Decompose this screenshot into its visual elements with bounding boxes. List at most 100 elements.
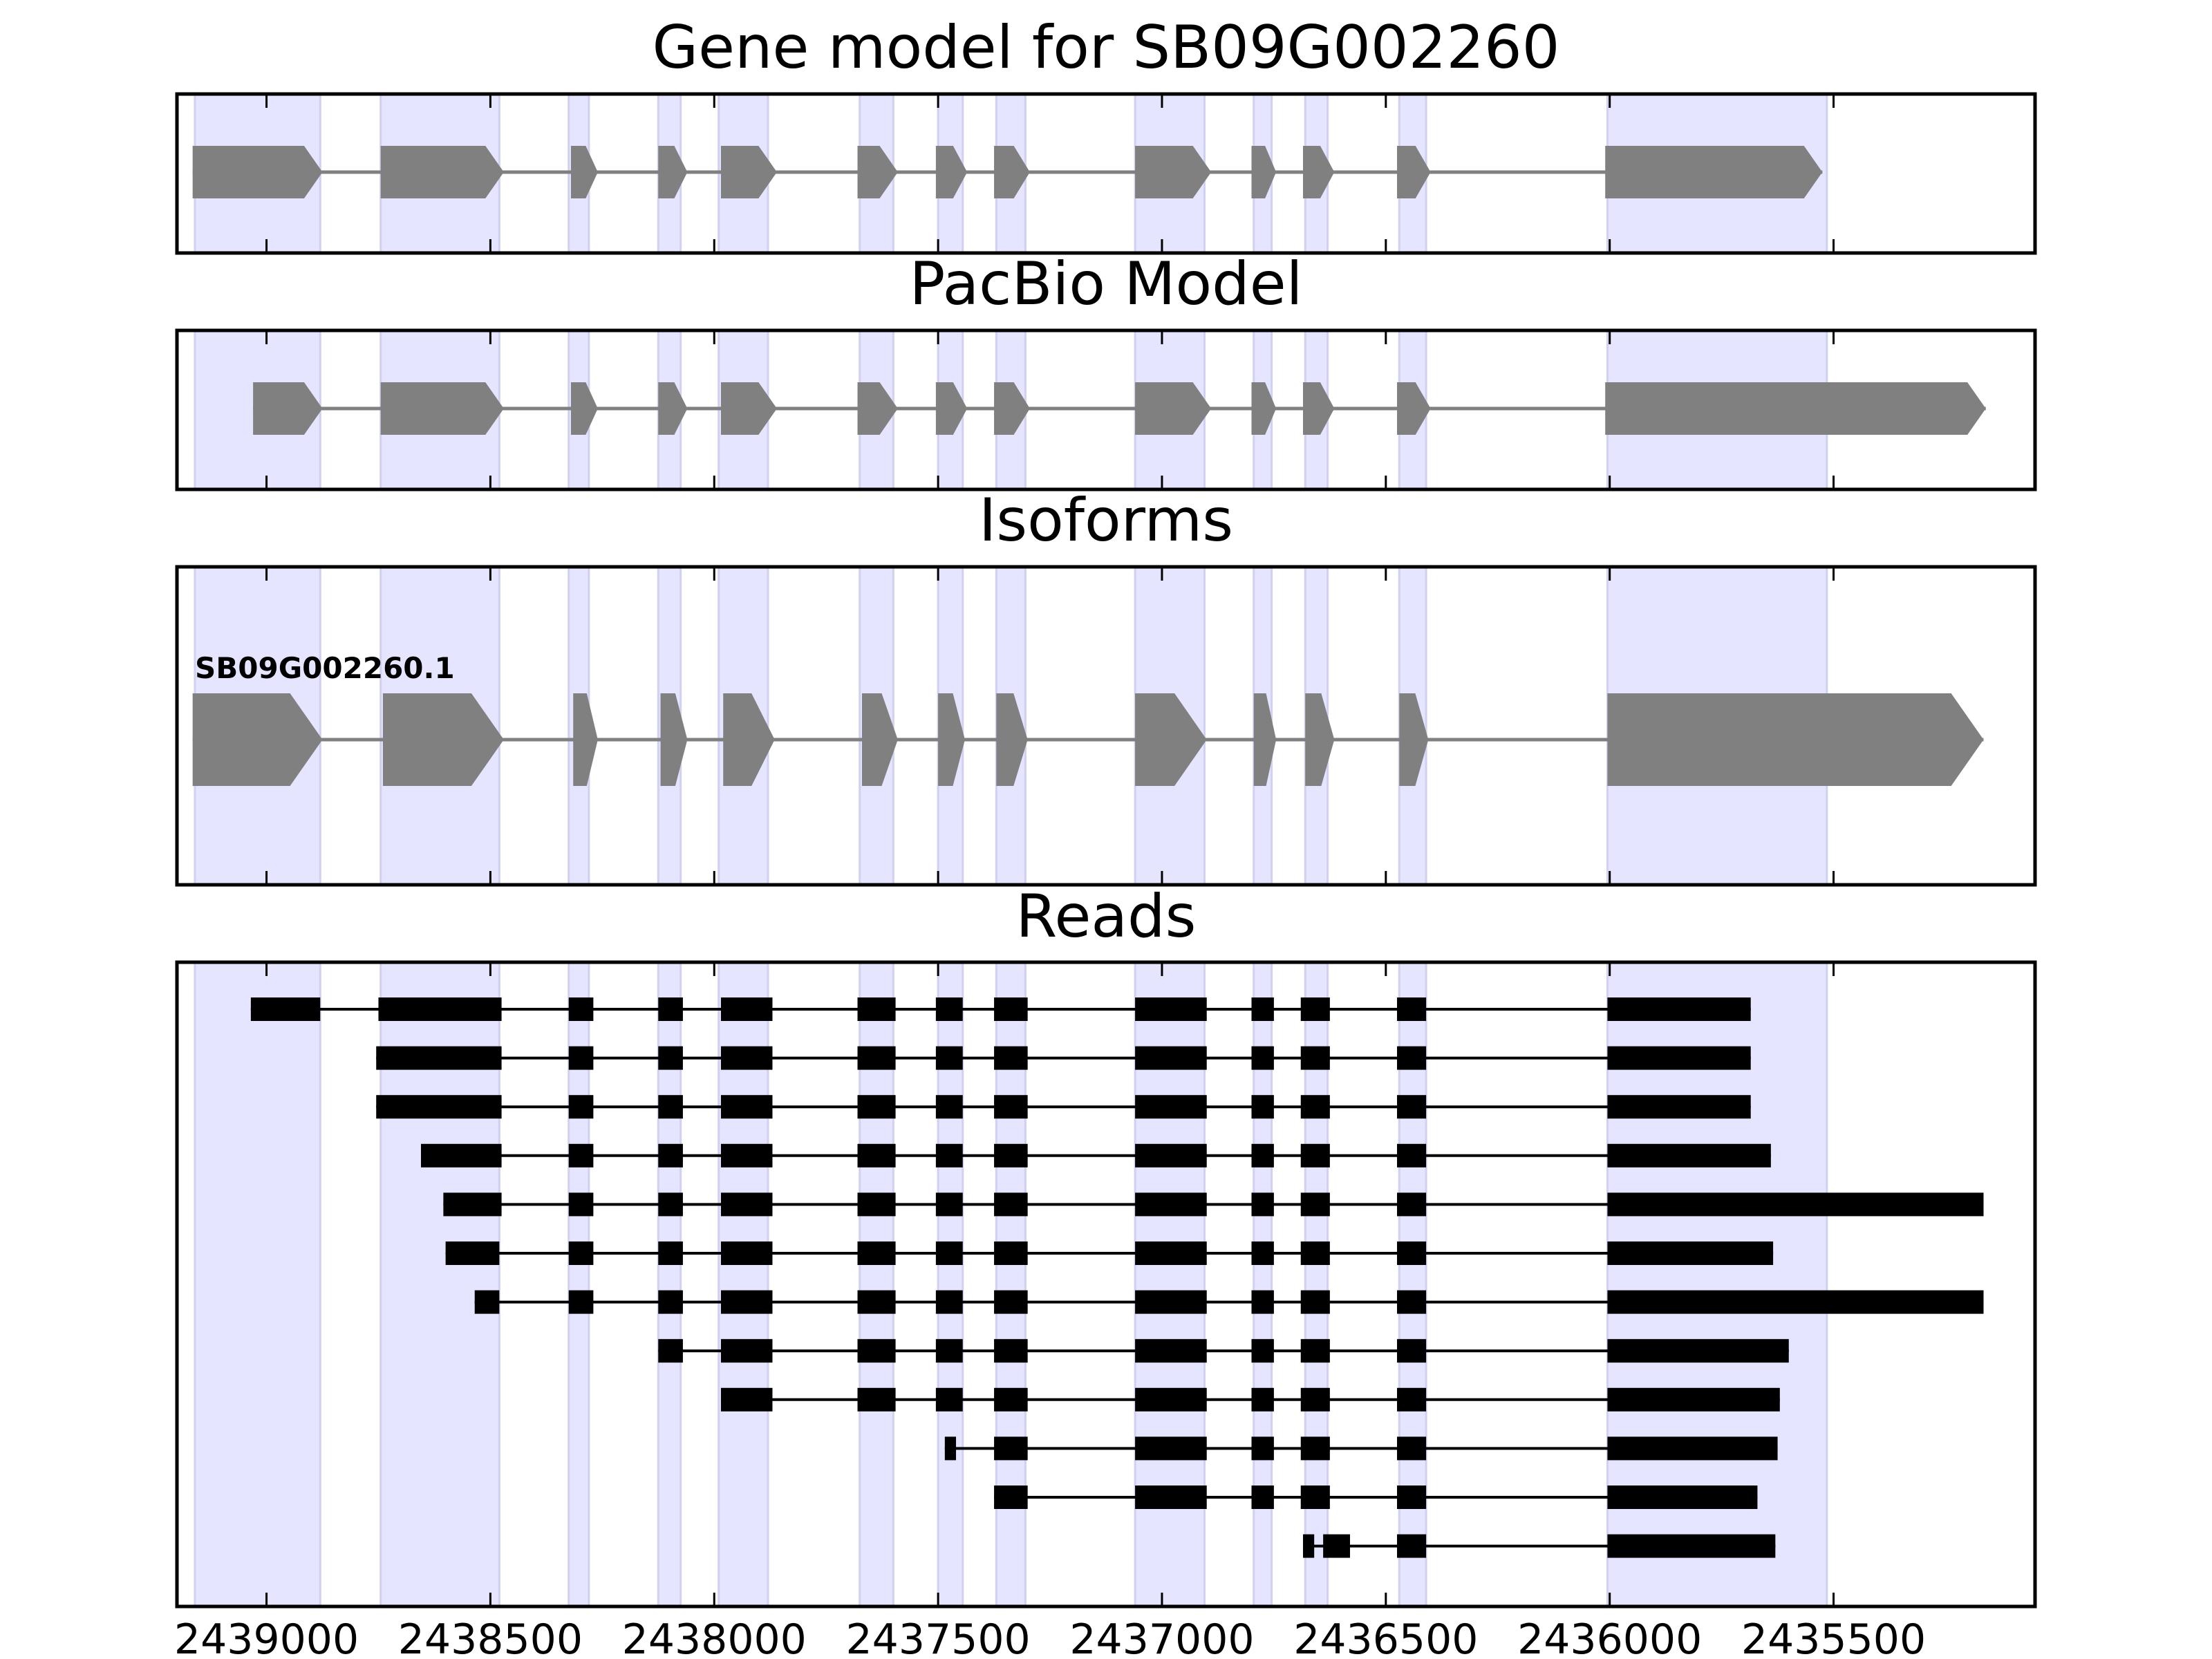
read-exon-block — [935, 1143, 963, 1168]
read-exon-block — [445, 1241, 500, 1265]
read-track — [250, 997, 1751, 1021]
read-exon-block — [1135, 1046, 1207, 1070]
read-exon-block — [857, 1143, 896, 1168]
read-exon-block — [1135, 1241, 1207, 1265]
read-exon-block — [1251, 1095, 1274, 1119]
read-exon-block — [720, 1339, 773, 1363]
read-exon-block — [568, 1095, 594, 1119]
read-exon-block — [1397, 1339, 1427, 1363]
read-exon-block — [935, 1387, 963, 1412]
exon-shape — [1253, 693, 1277, 786]
read-exon-block — [443, 1192, 502, 1217]
read-exon-block — [1251, 1241, 1274, 1265]
gene-model-panel: Gene model for SB09G002260 — [175, 13, 2037, 255]
read-exon-block — [1607, 1241, 1774, 1265]
read-track — [944, 1436, 1778, 1461]
read-exon-block — [1607, 1339, 1789, 1363]
isoforms-title: Isoforms — [979, 486, 1233, 555]
read-exon-block — [994, 1143, 1028, 1168]
read-exon-block — [568, 1143, 594, 1168]
read-exon-block — [1300, 1192, 1330, 1217]
read-exon-block — [935, 997, 963, 1021]
exon-shape — [857, 146, 898, 198]
read-exon-block — [994, 1339, 1028, 1363]
read-exon-block — [1607, 1290, 1984, 1314]
read-exon-block — [720, 1387, 773, 1412]
read-exon-block — [1607, 1436, 1778, 1461]
exon-shape — [935, 146, 968, 198]
exon-shape — [720, 146, 777, 198]
read-exon-block — [994, 1192, 1028, 1217]
read-exon-block — [720, 1290, 773, 1314]
isoforms-frame — [175, 565, 2037, 887]
read-exon-block — [1135, 1290, 1207, 1314]
read-exon-block — [994, 997, 1028, 1021]
x-tick-label: 2436000 — [1517, 1615, 1702, 1659]
read-exon-block — [994, 1241, 1028, 1265]
read-exon-block — [1135, 1387, 1207, 1412]
read-exon-block — [474, 1290, 500, 1314]
reads-panel: Reads — [175, 882, 2037, 1609]
x-tick-label: 2437500 — [845, 1615, 1030, 1659]
read-exon-block — [1300, 1290, 1330, 1314]
read-exon-block — [857, 997, 896, 1021]
read-exon-block — [1300, 1436, 1330, 1461]
exon-shape — [938, 693, 965, 786]
read-exon-block — [1397, 1387, 1427, 1412]
exon-shape — [1302, 382, 1335, 435]
read-exon-block — [857, 1192, 896, 1217]
exon-shape — [996, 693, 1028, 786]
reads-title: Reads — [1016, 882, 1197, 951]
read-exon-block — [720, 1143, 773, 1168]
read-exon-block — [568, 1290, 594, 1314]
gene-model-title: Gene model for SB09G002260 — [653, 13, 1560, 82]
read-exon-block — [658, 1339, 683, 1363]
read-exon-block — [1251, 1046, 1274, 1070]
read-exon-block — [1300, 997, 1330, 1021]
read-exon-block — [857, 1339, 896, 1363]
exon-shape — [380, 382, 504, 435]
read-exon-block — [1397, 1095, 1427, 1119]
exon-shape — [573, 693, 598, 786]
read-exon-block — [994, 1046, 1028, 1070]
read-exon-block — [1397, 1436, 1427, 1461]
read-track — [376, 1095, 1751, 1119]
exon-shape — [994, 146, 1030, 198]
read-exon-block — [1397, 997, 1427, 1021]
read-exon-block — [720, 1095, 773, 1119]
isoform-label: SB09G002260.1 — [195, 651, 455, 685]
gene-model-track — [192, 146, 1823, 198]
exon-shape — [1605, 146, 1823, 198]
read-exon-block — [720, 1241, 773, 1265]
read-exon-block — [250, 997, 321, 1021]
gene-model-track: SB09G002260.1 — [192, 651, 1984, 786]
read-exon-block — [658, 1290, 683, 1314]
exon-shape — [935, 382, 968, 435]
x-tick-label: 2436500 — [1293, 1615, 1478, 1659]
read-exon-block — [1397, 1485, 1427, 1509]
read-exon-block — [1251, 1436, 1274, 1461]
read-exon-block — [1607, 1095, 1751, 1119]
exon-shape — [1305, 693, 1335, 786]
exon-shape — [723, 693, 775, 786]
read-exon-block — [994, 1485, 1028, 1509]
pacbio-model-title: PacBio Model — [909, 250, 1302, 319]
read-exon-block — [658, 1143, 683, 1168]
read-exon-block — [1300, 1485, 1330, 1509]
read-exon-block — [378, 997, 502, 1021]
read-exon-block — [720, 997, 773, 1021]
read-exon-block — [1397, 1290, 1427, 1314]
exon-shape — [861, 693, 898, 786]
read-exon-block — [1607, 997, 1751, 1021]
read-exon-block — [1397, 1046, 1427, 1070]
read-exon-block — [935, 1046, 963, 1070]
read-exon-block — [994, 1436, 1028, 1461]
read-exon-block — [1300, 1046, 1330, 1070]
read-exon-block — [1607, 1192, 1984, 1217]
read-exon-block — [1135, 1485, 1207, 1509]
read-exon-block — [1251, 1192, 1274, 1217]
exon-shape — [253, 382, 323, 435]
read-exon-block — [935, 1095, 963, 1119]
read-exon-block — [568, 997, 594, 1021]
read-exon-block — [994, 1387, 1028, 1412]
